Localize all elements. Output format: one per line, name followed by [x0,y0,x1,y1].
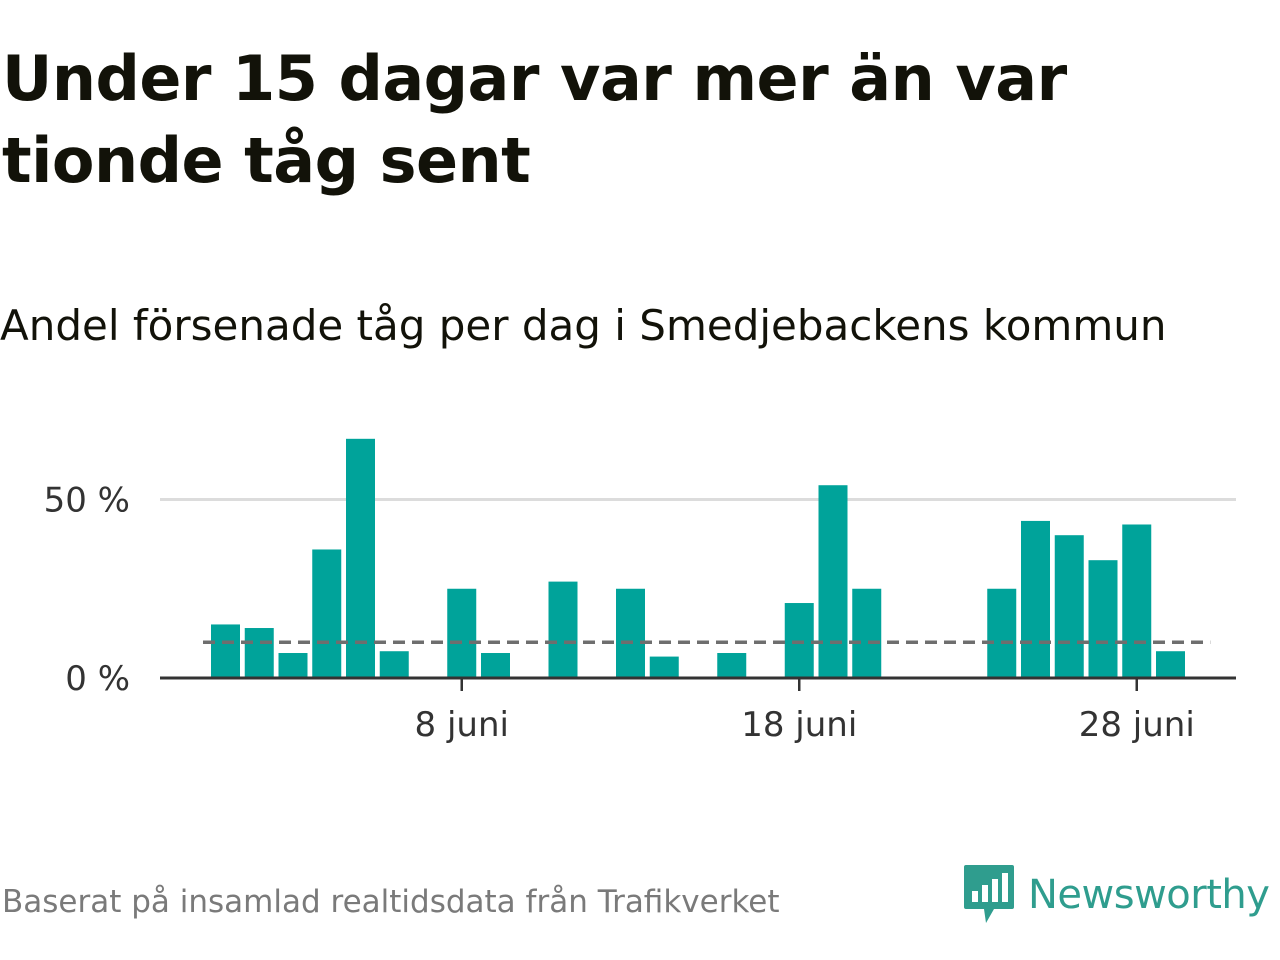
y-tick-label: 50 % [44,481,130,521]
bar-chart: 8 juni 18 juni 28 juni 0 % 50 % [44,438,1236,745]
bar-2-juni [244,628,274,678]
bars [211,438,1185,678]
bar-20-juni [852,588,882,678]
x-tick-label: 8 juni [415,705,509,745]
bar-5-juni [346,438,375,678]
bar-29-juni [1156,651,1185,678]
bar-24-juni [987,588,1017,678]
bar-chart-speech-bubble-icon [964,865,1014,923]
bar-8-juni [447,588,477,678]
bar-14-juni [649,656,679,678]
chart-subtitle: Andel försenade tåg per dag i Smedjeback… [0,301,1167,350]
brand-name: Newsworthy [1028,872,1270,918]
x-tick-label: 28 juni [1079,705,1195,745]
bar-4-juni [312,549,342,678]
bar-18-juni [784,603,814,678]
bar-16-juni [717,653,747,678]
y-tick-label: 0 % [65,659,130,699]
bar-26-juni [1054,535,1084,678]
bar-6-juni [379,651,409,678]
x-tick-label: 18 juni [741,705,857,745]
bar-11-juni [548,581,578,678]
x-axis: 8 juni 18 juni 28 juni [160,676,1236,745]
bar-1-juni [211,624,240,678]
y-axis-labels: 0 % 50 % [44,481,130,700]
chart-title: Under 15 dagar var mer än var tionde tåg… [2,42,1067,197]
bar-3-juni [278,653,308,678]
bar-19-juni [818,485,848,678]
bar-9-juni [481,653,510,678]
bar-13-juni [616,588,645,678]
bar-28-juni [1122,524,1152,678]
bar-27-juni [1088,560,1118,678]
bar-25-juni [1021,520,1050,678]
source-note: Baserat på insamlad realtidsdata från Tr… [2,884,780,920]
newsworthy-logo[interactable]: Newsworthy [962,862,1270,928]
